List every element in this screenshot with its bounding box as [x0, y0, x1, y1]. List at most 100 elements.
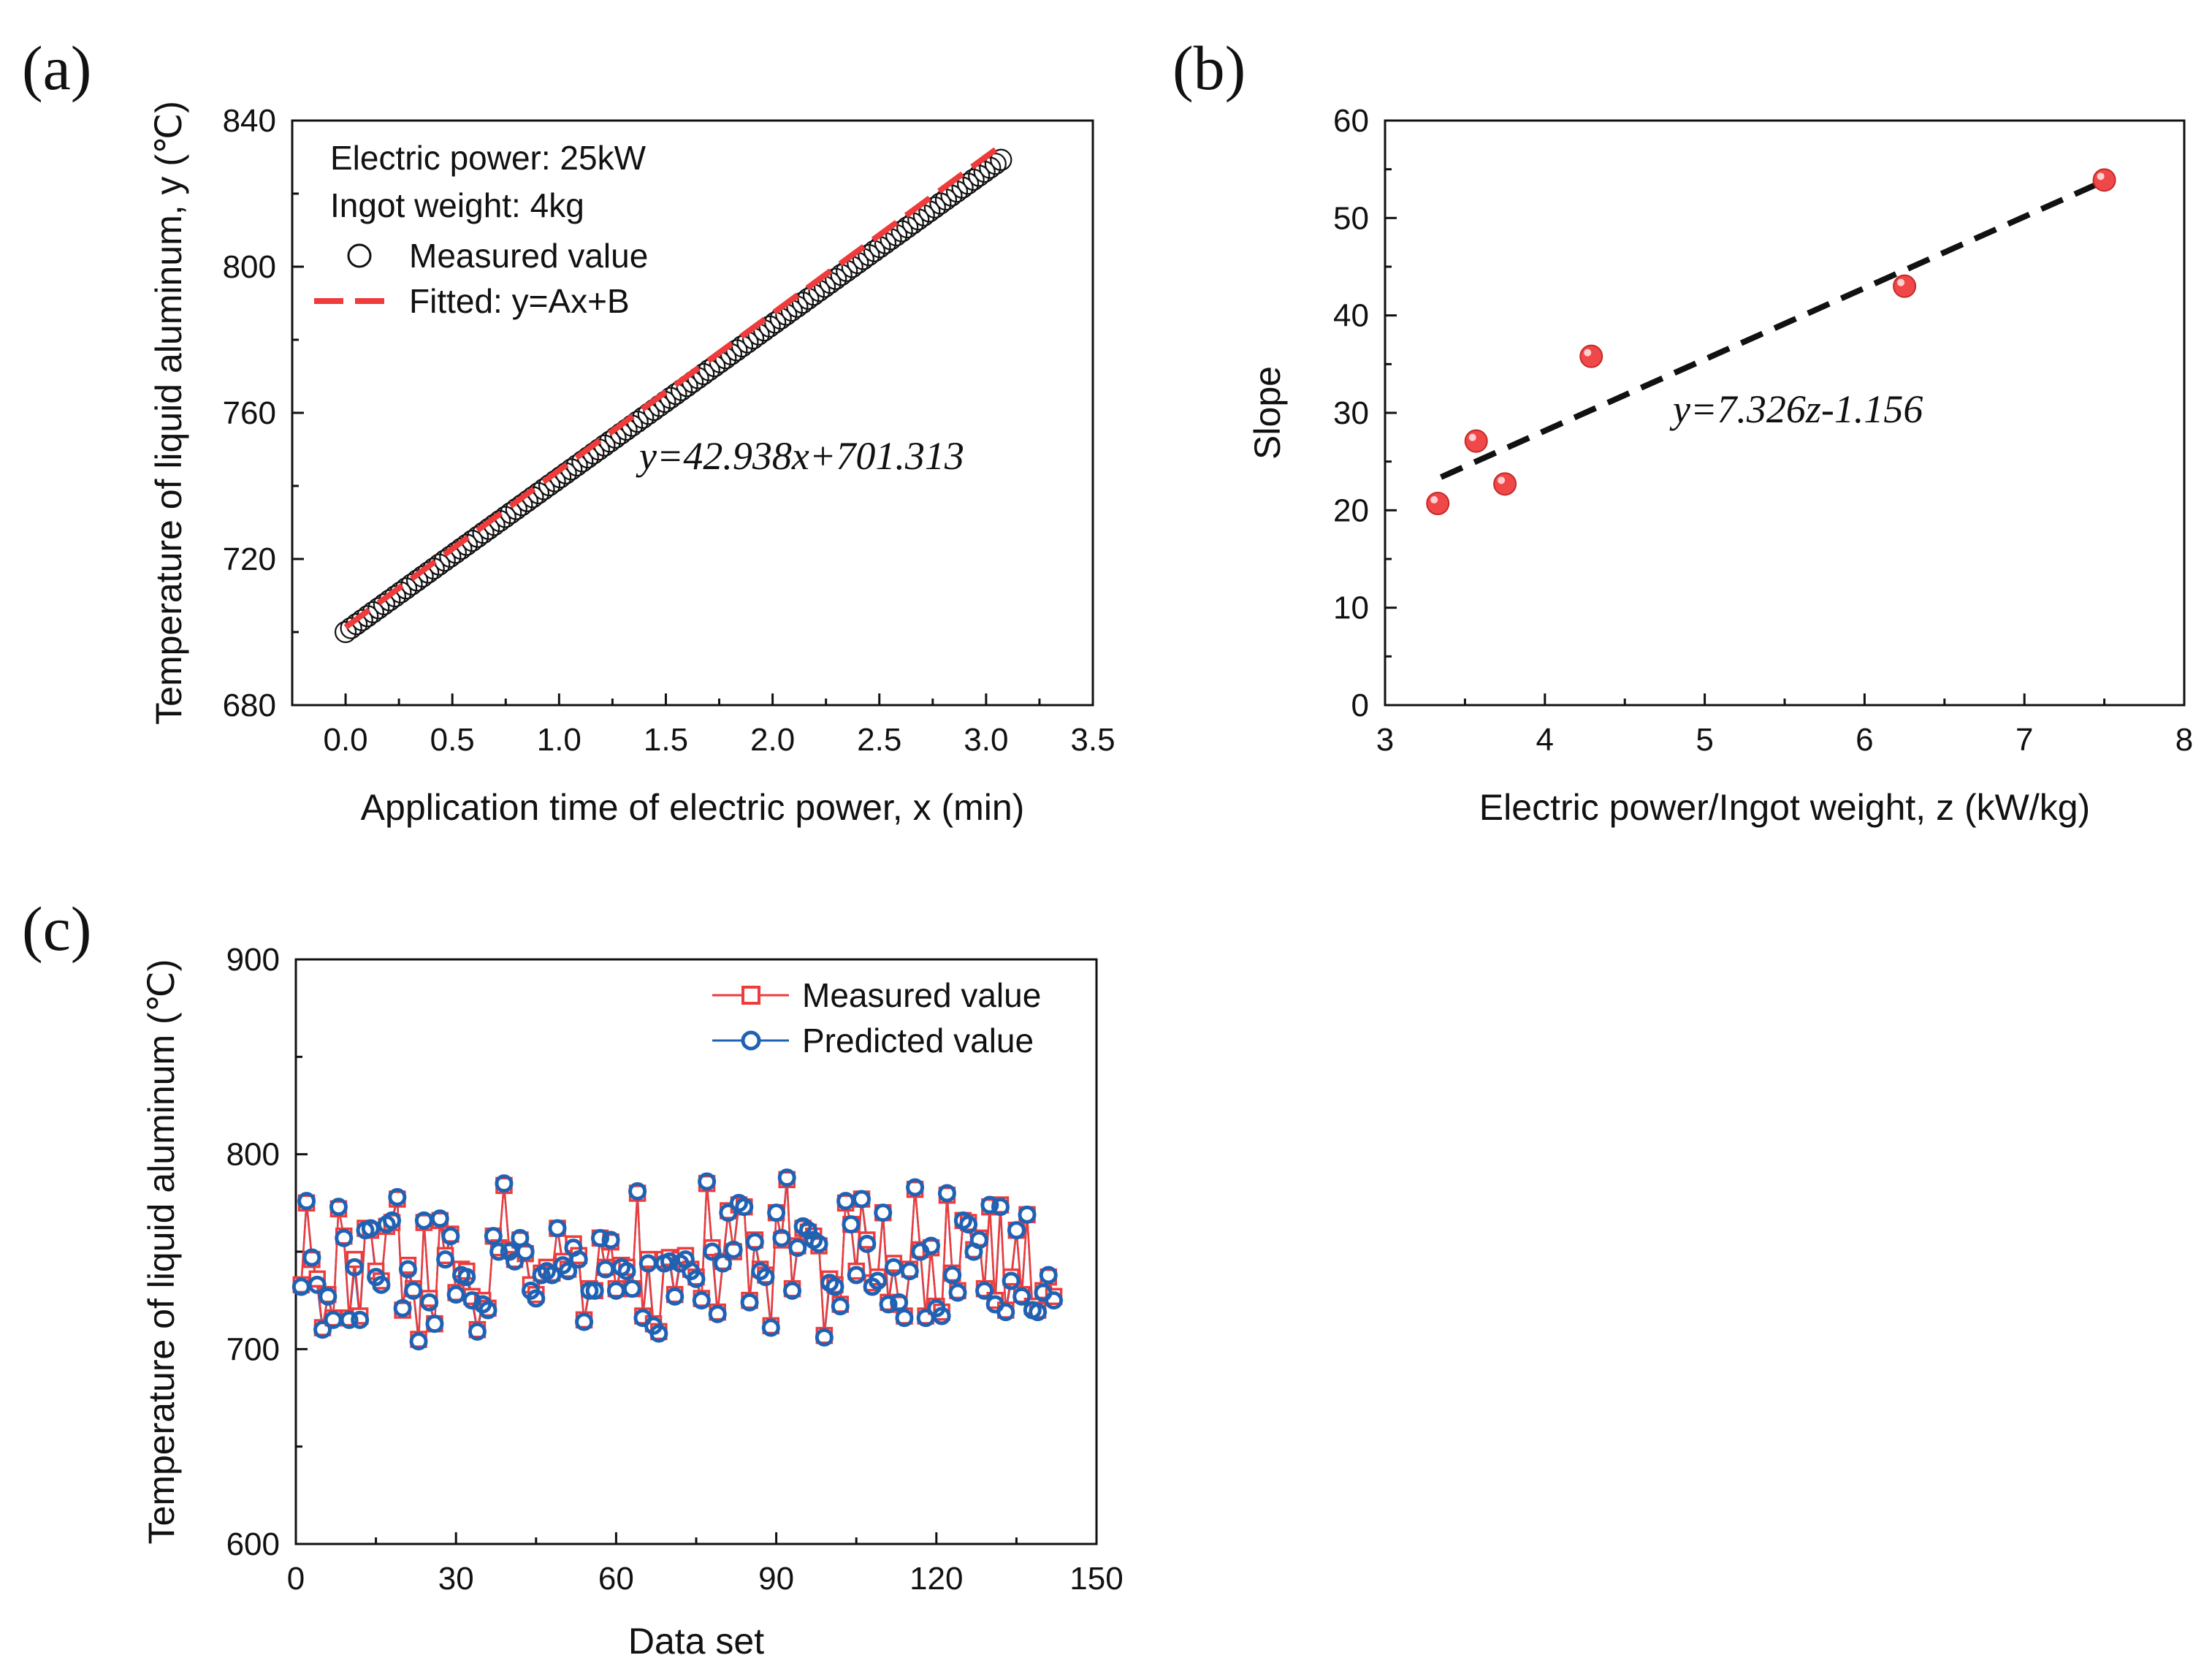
x-axis-title-c: Data set [628, 1621, 764, 1662]
panel-a: (a) 0.0 0.5 1.0 1.5 2.0 2.5 3.0 3.5 680 720 760 800… [22, 33, 1115, 828]
plot-b-x-tick-label: 4 [1536, 722, 1554, 758]
panel-b: (b) 3 4 5 6 7 8 0 10 20 30 40 50 60 y=7.326z-1.156 E… [1172, 33, 2193, 828]
predicted-point-c [879, 1295, 898, 1314]
plot-c-ticks: 0 30 60 90 120 150 600 700 800 900 [226, 942, 1124, 1597]
plot-c-x-tick-label: 0 [287, 1561, 305, 1597]
predicted-point-c [756, 1268, 775, 1287]
plot-c-x-tick-label: 90 [758, 1561, 794, 1597]
measured-point-a [990, 148, 1012, 171]
predicted-point-c [351, 1310, 370, 1329]
annotation-electric-power: Electric power: 25kW [330, 139, 647, 177]
predicted-point-c [831, 1297, 850, 1316]
measured-point-a [858, 243, 880, 267]
y-axis-title-a: Temperature of liquid aluminum, y (℃) [148, 101, 189, 725]
measured-point-a [890, 220, 913, 243]
measured-point-a [367, 597, 390, 620]
predicted-point-c [590, 1228, 609, 1247]
slope-point-highlight [1584, 349, 1592, 357]
predicted-point-c [457, 1268, 476, 1287]
x-axis-title-b: Electric power/Ingot weight, z (kW/kg) [1479, 787, 2090, 828]
predicted-point-c [740, 1293, 759, 1312]
plot-b-x-tick-label: 5 [1696, 722, 1713, 758]
measured-point-a [984, 153, 1007, 175]
measured-point-a [439, 545, 462, 568]
plot-b-ticks: 3 4 5 6 7 8 0 10 20 30 40 50 60 [1333, 103, 2193, 758]
slope-point-highlight [1897, 278, 1905, 286]
predicted-point-c [329, 1198, 348, 1217]
predicted-point-c [745, 1233, 764, 1252]
legend-label-predicted-c: Predicted value [802, 1022, 1034, 1060]
predicted-point-c [943, 1266, 962, 1285]
predicted-point-c [345, 1258, 364, 1277]
measured-point-a [968, 164, 991, 187]
predicted-point-c [340, 1310, 359, 1329]
predicted-point-c [783, 1281, 802, 1300]
predicted-point-c [959, 1215, 978, 1234]
predicted-point-c [788, 1239, 807, 1258]
measured-point-a [405, 569, 429, 592]
predicted-point-c [1045, 1291, 1064, 1310]
predicted-point-c [1029, 1303, 1048, 1322]
predicted-point-c [714, 1254, 733, 1273]
measured-point-a [923, 196, 946, 219]
predicted-point-c [489, 1242, 508, 1261]
predicted-point-c [948, 1283, 967, 1302]
predicted-point-c [425, 1315, 444, 1334]
slope-point [1426, 492, 1450, 515]
slope-point [1464, 429, 1488, 453]
plot-b-y-tick-label: 60 [1333, 103, 1369, 139]
predicted-point-c [847, 1266, 866, 1285]
plot-a-fit-line [343, 146, 999, 630]
predicted-point-c [1002, 1271, 1021, 1290]
plot-a-y-tick-label: 680 [223, 688, 276, 723]
plot-a-y-tick-label: 840 [223, 103, 276, 139]
predicted-point-c [543, 1266, 562, 1285]
panel-label-a: (a) [22, 33, 91, 103]
plot-b-fit-line [1439, 178, 2106, 480]
predicted-point-c [601, 1231, 620, 1250]
predicted-point-c [724, 1240, 743, 1259]
plot-c-x-tick-label: 150 [1069, 1561, 1123, 1597]
predicted-point-c [436, 1250, 455, 1269]
predicted-point-c [767, 1203, 786, 1222]
predicted-point-c [516, 1242, 535, 1261]
predicted-point-c [622, 1279, 641, 1298]
predicted-point-c [921, 1236, 940, 1255]
predicted-point-c [1018, 1205, 1037, 1224]
measured-point-a [400, 573, 423, 596]
x-axis-title-a: Application time of electric power, x (m… [361, 787, 1025, 828]
predicted-point-c [575, 1312, 594, 1331]
plot-a-x-tick-label: 1.5 [644, 722, 688, 758]
predicted-point-c [527, 1289, 546, 1308]
plot-b-y-tick-label: 30 [1333, 395, 1369, 431]
predicted-point-c [585, 1281, 604, 1300]
predicted-point-c [302, 1248, 321, 1267]
plot-a-x-tick-label: 3.0 [964, 722, 1008, 758]
y-axis-title-c: Temperature of liquid aluminum (℃) [141, 959, 182, 1545]
predicted-point-c [703, 1242, 722, 1261]
measured-series-line [300, 1179, 1055, 1340]
predicted-point-c [372, 1275, 391, 1294]
predicted-point-c [842, 1215, 861, 1234]
predicted-point-c [495, 1174, 514, 1193]
predicted-point-c [825, 1277, 844, 1296]
predicted-point-c [569, 1250, 588, 1269]
legend-marker-measured-c [741, 986, 760, 1005]
predicted-point-c [430, 1209, 449, 1228]
measured-point-a [962, 168, 985, 191]
legend-label-fitted-a: Fitted: y=Ax+B [409, 282, 630, 320]
equation-b: y=7.326z-1.156 [1669, 387, 1923, 431]
equation-a: y=42.938x+701.313 [636, 434, 964, 478]
predicted-point-c [980, 1195, 999, 1214]
plot-a-y-tick-label: 800 [223, 249, 276, 285]
measured-point-a [973, 160, 996, 183]
predicted-point-c [409, 1332, 428, 1351]
predicted-point-c [420, 1293, 439, 1312]
predicted-point-c [478, 1301, 497, 1320]
predicted-series-points [291, 1168, 1064, 1351]
predicted-point-c [617, 1262, 636, 1281]
predicted-point-c [853, 1190, 872, 1209]
plot-b-y-tick-label: 40 [1333, 298, 1369, 334]
